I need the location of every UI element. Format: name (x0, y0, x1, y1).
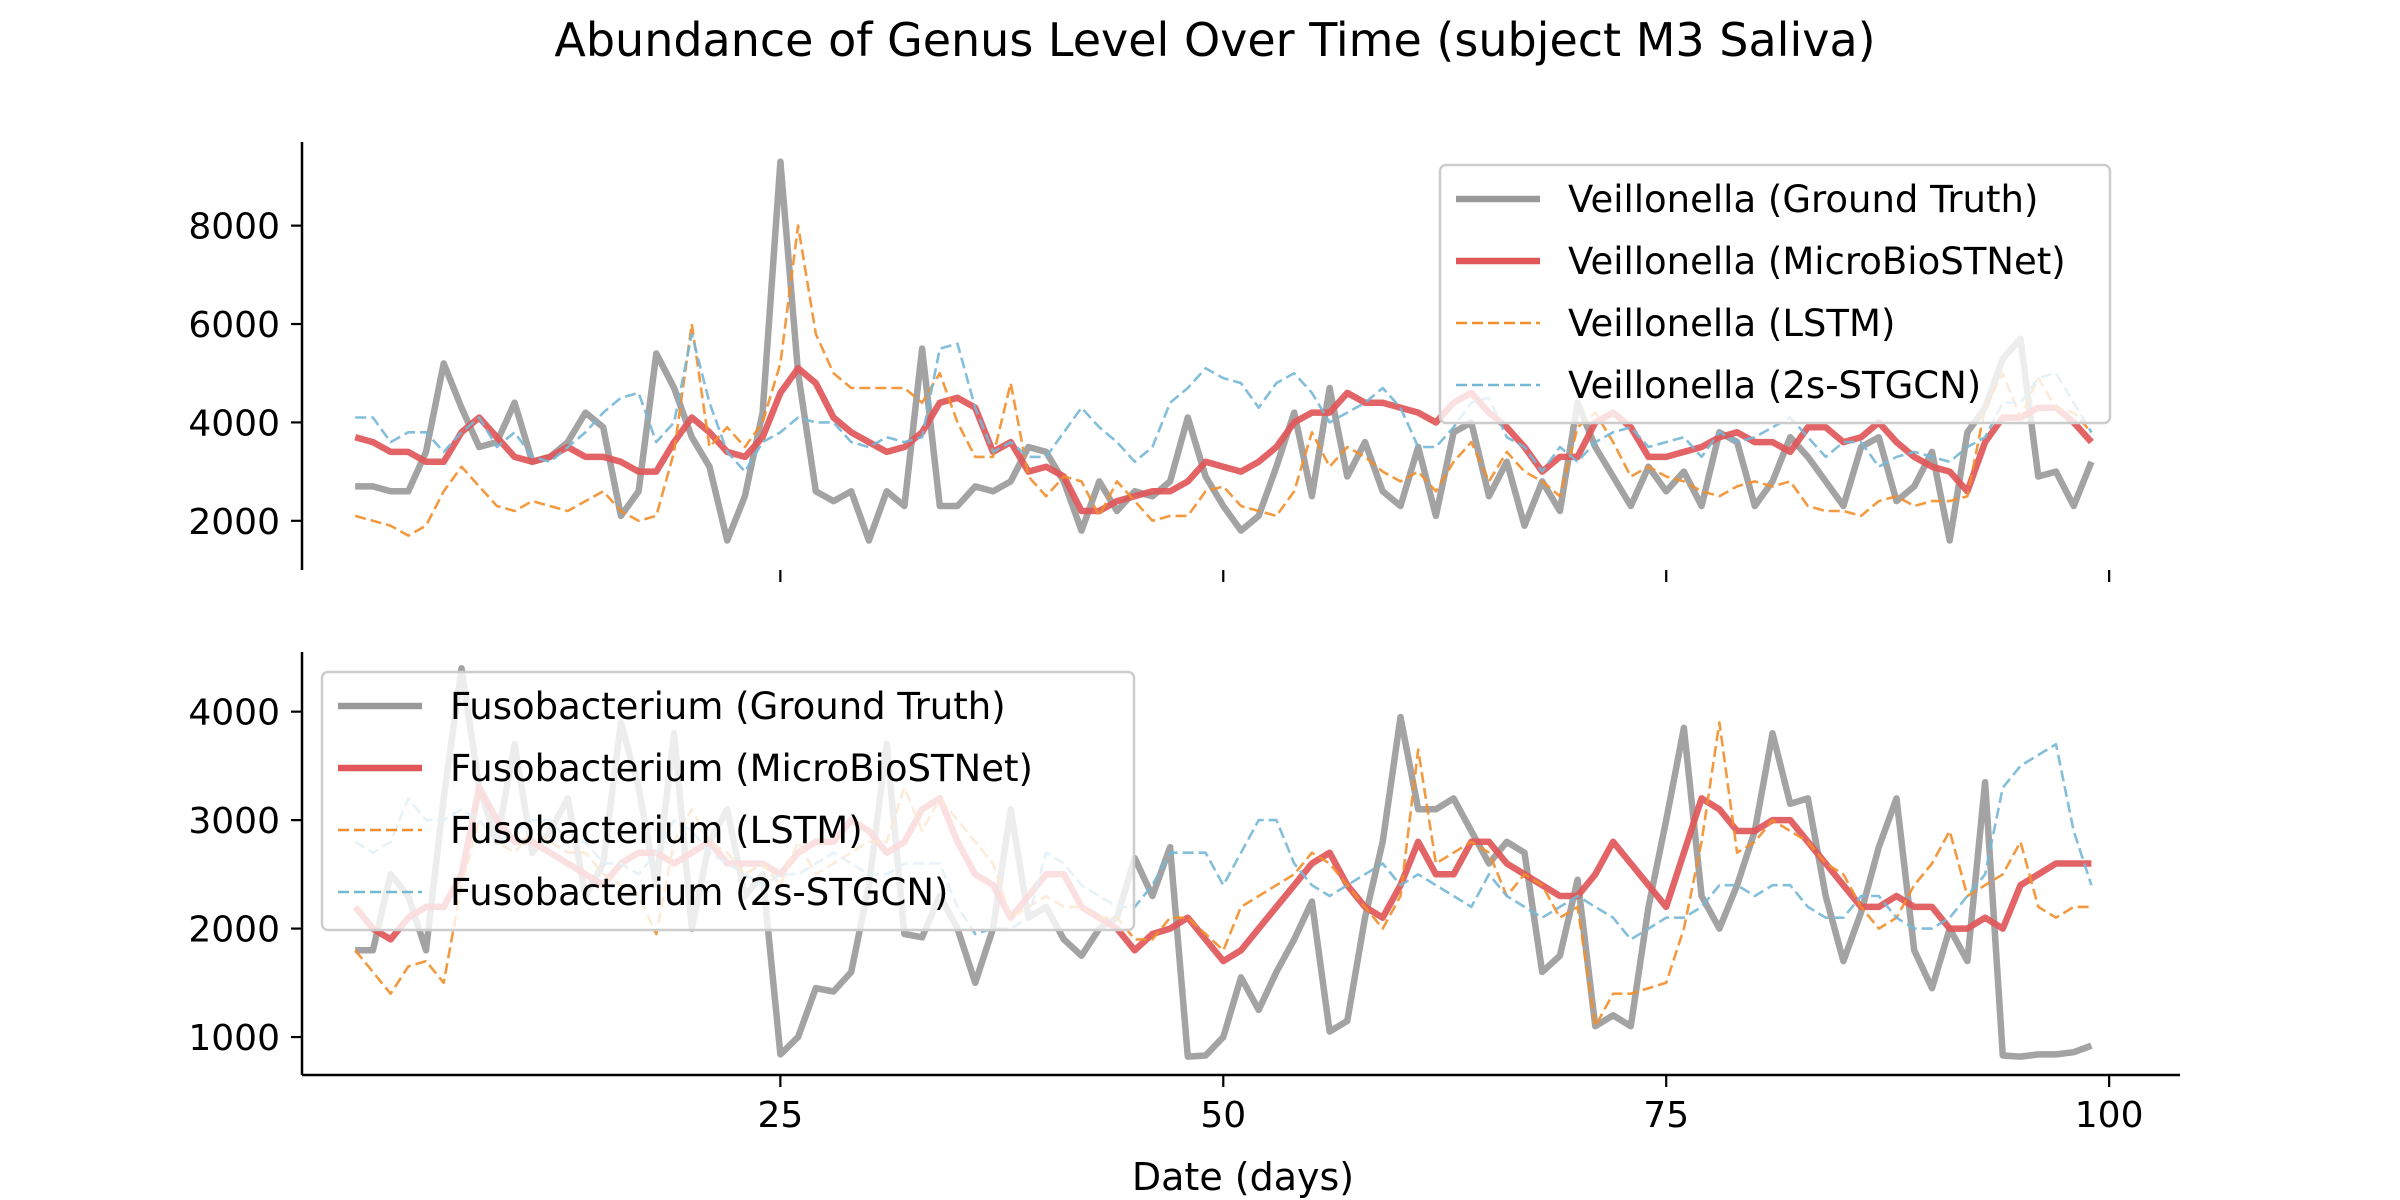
veillonella-panel: 2000 4000 6000 8000 Veillonella (Ground Tru… (188, 142, 2112, 582)
figure-title: Abundance of Genus Level Over Time (subj… (554, 13, 1875, 67)
legend-label: Veillonella (LSTM) (1568, 302, 1895, 345)
series-line-veillonella-microbiostnet (354, 365, 2094, 515)
x-axis: 25 50 75 100 (302, 1073, 2180, 1136)
y-tick-label: 6000 (188, 305, 280, 346)
y-tick-label: 8000 (188, 207, 280, 248)
x-axis-label: Date (days) (1132, 1155, 1354, 1199)
legend-label: Veillonella (Ground Truth) (1568, 178, 2038, 221)
x-axis (779, 570, 2111, 582)
y-axis: 1000 2000 3000 4000 (188, 652, 304, 1075)
y-tick-label: 2000 (188, 502, 280, 543)
y-tick-label: 1000 (188, 1018, 280, 1059)
plot-area (354, 158, 2095, 544)
legend-box (1438, 163, 2112, 425)
y-axis: 2000 4000 6000 8000 (188, 142, 304, 570)
legend-box (320, 670, 1136, 932)
series-line-veillonella-lstm (354, 224, 2093, 537)
fusobacterium-panel: 1000 2000 3000 4000 25 50 75 100 Fusobacterium… (188, 652, 2180, 1136)
y-tick-label: 4000 (188, 403, 280, 444)
legend: Veillonella (Ground Truth) Veillonella (M… (1438, 163, 2112, 425)
y-tick-label: 3000 (188, 801, 280, 842)
y-tick-label: 2000 (188, 910, 280, 951)
x-tick-label: 25 (757, 1095, 803, 1136)
legend-label: Veillonella (2s-STGCN) (1568, 364, 1981, 407)
legend: Fusobacterium (Ground Truth) Fusobacteriu… (320, 670, 1136, 932)
legend-label: Fusobacterium (LSTM) (450, 809, 863, 852)
legend-label: Fusobacterium (MicroBioSTNet) (450, 747, 1033, 790)
legend-label: Veillonella (MicroBioSTNet) (1568, 240, 2066, 283)
legend-label: Fusobacterium (2s-STGCN) (450, 871, 948, 914)
x-tick-label: 75 (1643, 1095, 1689, 1136)
series-line-veillonella-2s-stgcn (355, 332, 2093, 473)
y-tick-label: 4000 (188, 693, 280, 734)
x-tick-label: 50 (1200, 1095, 1246, 1136)
x-tick-label: 100 (2075, 1095, 2144, 1136)
series-line-veillonella-ground-truth (355, 158, 2095, 544)
legend-label: Fusobacterium (Ground Truth) (450, 685, 1006, 728)
